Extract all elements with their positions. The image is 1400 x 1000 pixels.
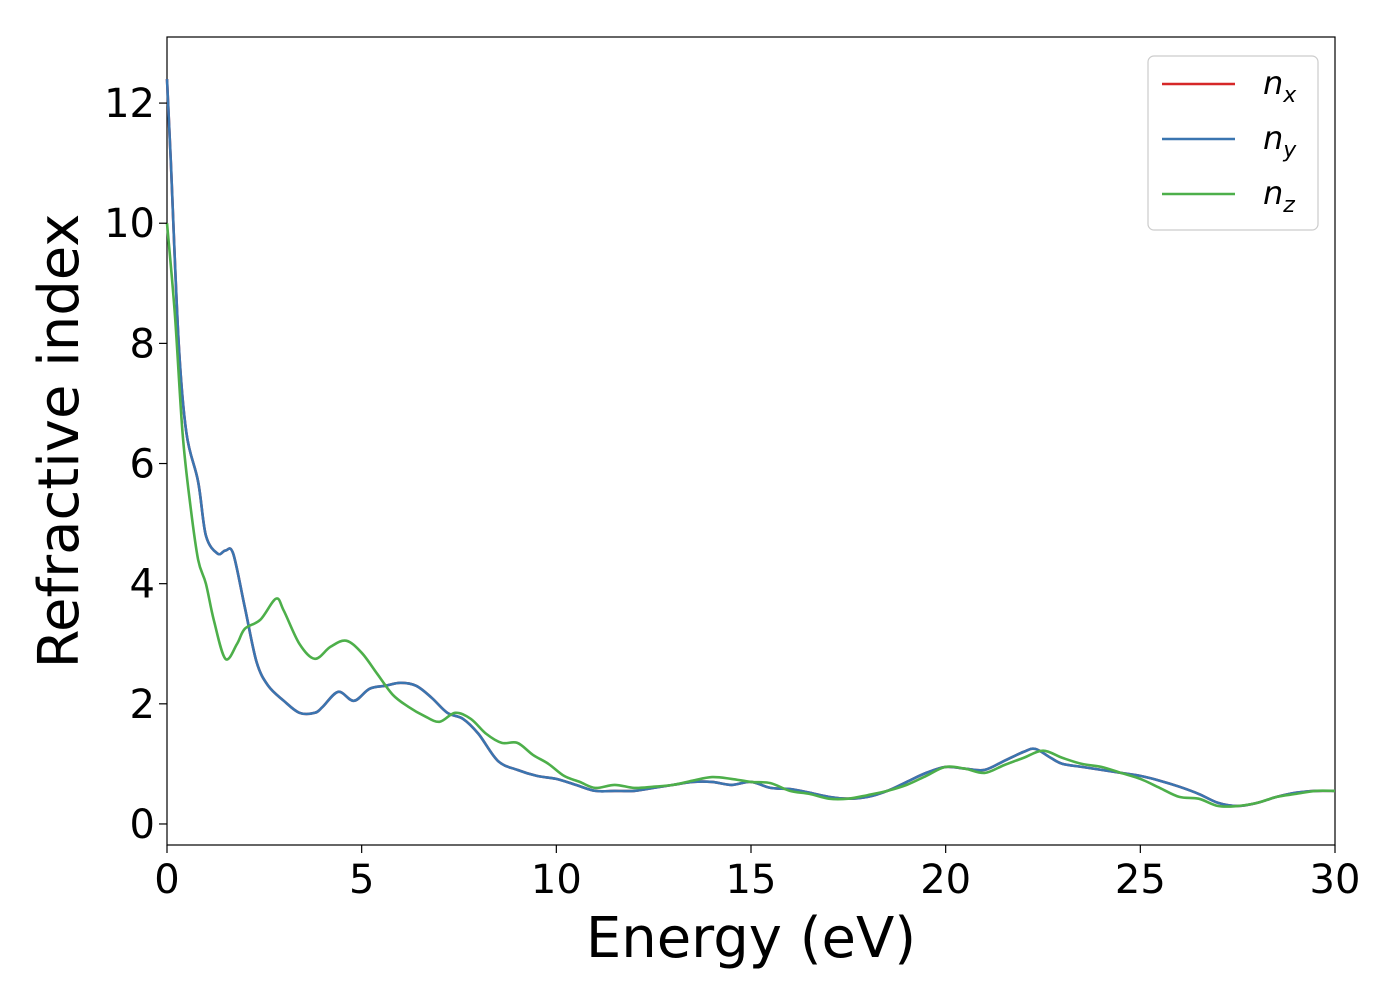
y-tick-label: 8 [130, 321, 155, 367]
x-tick-label: 20 [920, 857, 971, 903]
y-tick-label: 0 [130, 802, 155, 848]
y-tick-label: 6 [130, 442, 155, 488]
y-tick-label: 10 [104, 201, 155, 247]
y-tick-label: 4 [130, 562, 155, 608]
x-tick-label: 10 [531, 857, 582, 903]
legend: nx ny nz [1147, 55, 1319, 231]
series-layer [165, 79, 1336, 808]
legend-label-nz: nz [1263, 174, 1295, 218]
x-tick-label: 5 [349, 857, 374, 903]
x-tick-label: 25 [1115, 857, 1166, 903]
legend-label-nx: nx [1263, 64, 1297, 108]
x-tick-label: 15 [726, 857, 777, 903]
x-axis-ticks: 0 5 10 15 20 25 30 [154, 845, 1360, 903]
legend-box [1147, 55, 1319, 231]
y-tick-label: 12 [104, 81, 155, 127]
series-line-nz [165, 223, 1336, 808]
y-tick-label: 2 [130, 682, 155, 728]
x-tick-label: 0 [154, 857, 179, 903]
y-axis-title: Refractive index [27, 214, 92, 669]
legend-label-ny: ny [1263, 119, 1297, 163]
y-axis-ticks: 0 2 4 6 8 10 12 [104, 81, 167, 848]
x-tick-label: 30 [1310, 857, 1361, 903]
x-axis-title: Energy (eV) [586, 906, 916, 971]
